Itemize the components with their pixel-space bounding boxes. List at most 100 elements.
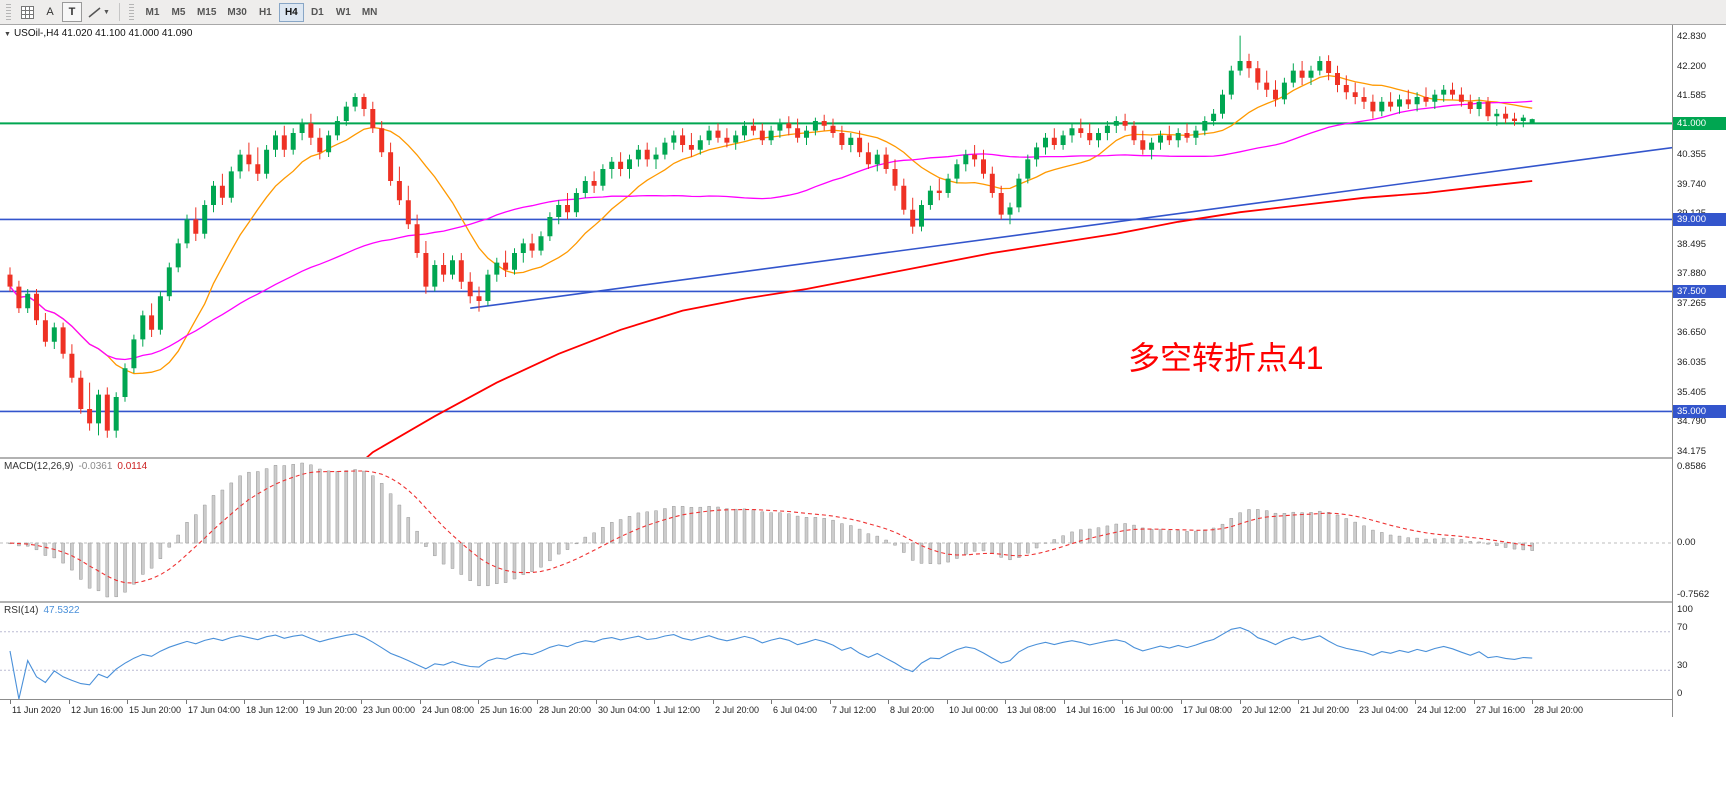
time-axis-label: 21 Jul 20:00 [1300,705,1350,715]
time-axis-tick [478,700,479,704]
time-axis-tick [186,700,187,704]
symbol-triangle-icon: ▼ [4,31,11,38]
time-axis-label: 25 Jun 16:00 [480,705,533,715]
time-axis-tick [1298,700,1299,704]
text-tool-button[interactable]: T [62,2,82,22]
price-axis-label: 39.740 [1677,179,1707,190]
panel-separator[interactable] [0,457,1726,459]
timeframe-button-mn[interactable]: MN [357,3,383,22]
symbol-quote-line: ▼ USOil-,H4 41.020 41.100 41.000 41.090 [4,28,192,39]
price-axis-label: 36.650 [1677,327,1707,338]
price-level-tag-39.000: 39.000 [1673,213,1726,226]
ma-slow-red [365,180,1533,457]
timeframe-button-h4[interactable]: H4 [278,2,304,22]
price-axis-label: 40.355 [1677,149,1707,160]
time-axis-tick [420,700,421,704]
rsi-panel[interactable]: RSI(14) 47.5322 [0,603,1672,699]
macd-value-main: -0.0361 [78,461,113,472]
timeframe-button-m5[interactable]: M5 [166,3,191,22]
time-axis-label: 24 Jun 08:00 [422,705,475,715]
macd-axis-label-top: 0.8586 [1677,461,1707,472]
ma-fast-orange [9,74,1533,375]
time-axis-tick [654,700,655,704]
time-axis-label: 7 Jul 12:00 [832,705,877,715]
time-axis[interactable]: 11 Jun 2020 12 Jun 16:00 15 Jun 20:00 17 Ju… [0,699,1672,717]
price-axis-label: 35.405 [1677,387,1707,398]
price-axis[interactable]: 0.8586 0.00 -0.7562 100 70 30 0 42.830 42… [1672,25,1726,717]
macd-panel[interactable]: MACD(12,26,9) -0.0361 0.0114 [0,459,1672,601]
time-axis-label: 30 Jun 04:00 [598,705,651,715]
timeframe-button-m1[interactable]: M1 [140,3,165,22]
time-axis-label: 11 Jun 2020 [12,705,61,715]
time-axis-tick [244,700,245,704]
price-axis-label: 41.585 [1677,90,1707,101]
toolbar: A T ▼ M1 M5 M15 M30 H1 H4 D1 W1 MN [0,0,1726,25]
price-axis-label: 36.035 [1677,357,1707,368]
time-axis-label: 15 Jun 20:00 [129,705,182,715]
time-axis-tick [1122,700,1123,704]
price-level-tag-37.500: 37.500 [1673,285,1726,298]
time-axis-label: 13 Jul 08:00 [1007,705,1057,715]
rsi-svg[interactable] [0,603,1672,699]
toolbar-grip[interactable] [6,4,11,20]
toolbar-separator [118,3,120,21]
time-axis-tick [888,700,889,704]
draw-tools-dropdown-button[interactable]: ▼ [84,2,114,22]
timeframe-button-w1[interactable]: W1 [331,3,356,22]
symbol-quote-text: USOil-,H4 41.020 41.100 41.000 41.090 [13,28,193,39]
rsi-name: RSI(14) [4,605,39,616]
grid-icon [21,5,34,19]
rsi-axis-label-0: 0 [1677,688,1683,699]
time-axis-label: 20 Jul 12:00 [1242,705,1292,715]
trendline[interactable] [470,146,1672,309]
bottom-empty-area [0,717,1726,794]
timeframe-button-d1[interactable]: D1 [305,3,330,22]
time-axis-tick [1181,700,1182,704]
price-axis-label: 37.880 [1677,268,1707,279]
timeframe-button-group: M1 M5 M15 M30 H1 H4 D1 W1 MN [140,2,383,22]
macd-value-signal: 0.0114 [117,461,148,472]
toolbar-grip[interactable] [128,4,134,20]
time-axis-tick [1357,700,1358,704]
time-axis-tick [303,700,304,704]
timeframe-button-m30[interactable]: M30 [222,3,251,22]
time-axis-tick [69,700,70,704]
time-axis-tick [1240,700,1241,704]
chart-annotation-text[interactable]: 多空转折点41 [1128,340,1324,376]
text-tool-label: T [68,6,76,18]
price-axis-label: 34.175 [1677,446,1707,457]
time-axis-label: 28 Jul 20:00 [1534,705,1584,715]
main-chart-svg[interactable] [0,25,1672,457]
price-axis-label: 37.265 [1677,298,1707,309]
panel-separator[interactable] [0,601,1726,603]
time-axis-label: 2 Jul 20:00 [715,705,760,715]
time-axis-label: 23 Jun 00:00 [363,705,416,715]
macd-histogram [8,462,1534,598]
time-axis-tick [713,700,714,704]
timeframe-button-m15[interactable]: M15 [192,3,221,22]
time-axis-label: 16 Jul 00:00 [1124,705,1174,715]
time-axis-label: 27 Jul 16:00 [1476,705,1526,715]
time-axis-tick [1415,700,1416,704]
time-axis-label: 6 Jul 04:00 [773,705,818,715]
macd-name: MACD(12,26,9) [4,461,74,472]
macd-svg[interactable] [0,459,1672,601]
time-axis-tick [1005,700,1006,704]
timeframe-button-h1[interactable]: H1 [253,3,278,22]
time-axis-label: 23 Jul 04:00 [1359,705,1409,715]
candle-wicks-down [9,53,1515,438]
time-axis-tick [1064,700,1065,704]
candle-bodies-down [7,61,1517,431]
trendline-tool-icon [88,6,101,18]
chart-grid-button[interactable] [17,2,38,22]
time-axis-label: 12 Jun 16:00 [71,705,124,715]
price-axis-label: 42.200 [1677,61,1707,72]
time-axis-label: 19 Jun 20:00 [305,705,358,715]
time-axis-tick [830,700,831,704]
cursor-tool-button[interactable]: A [40,2,60,22]
time-axis-label: 14 Jul 16:00 [1066,705,1116,715]
rsi-axis-label-70: 70 [1677,622,1688,633]
macd-axis-label-bottom: -0.7562 [1677,589,1710,600]
main-chart-panel[interactable]: ▼ USOil-,H4 41.020 41.100 41.000 41.090 多… [0,25,1672,457]
time-axis-label: 17 Jul 08:00 [1183,705,1233,715]
